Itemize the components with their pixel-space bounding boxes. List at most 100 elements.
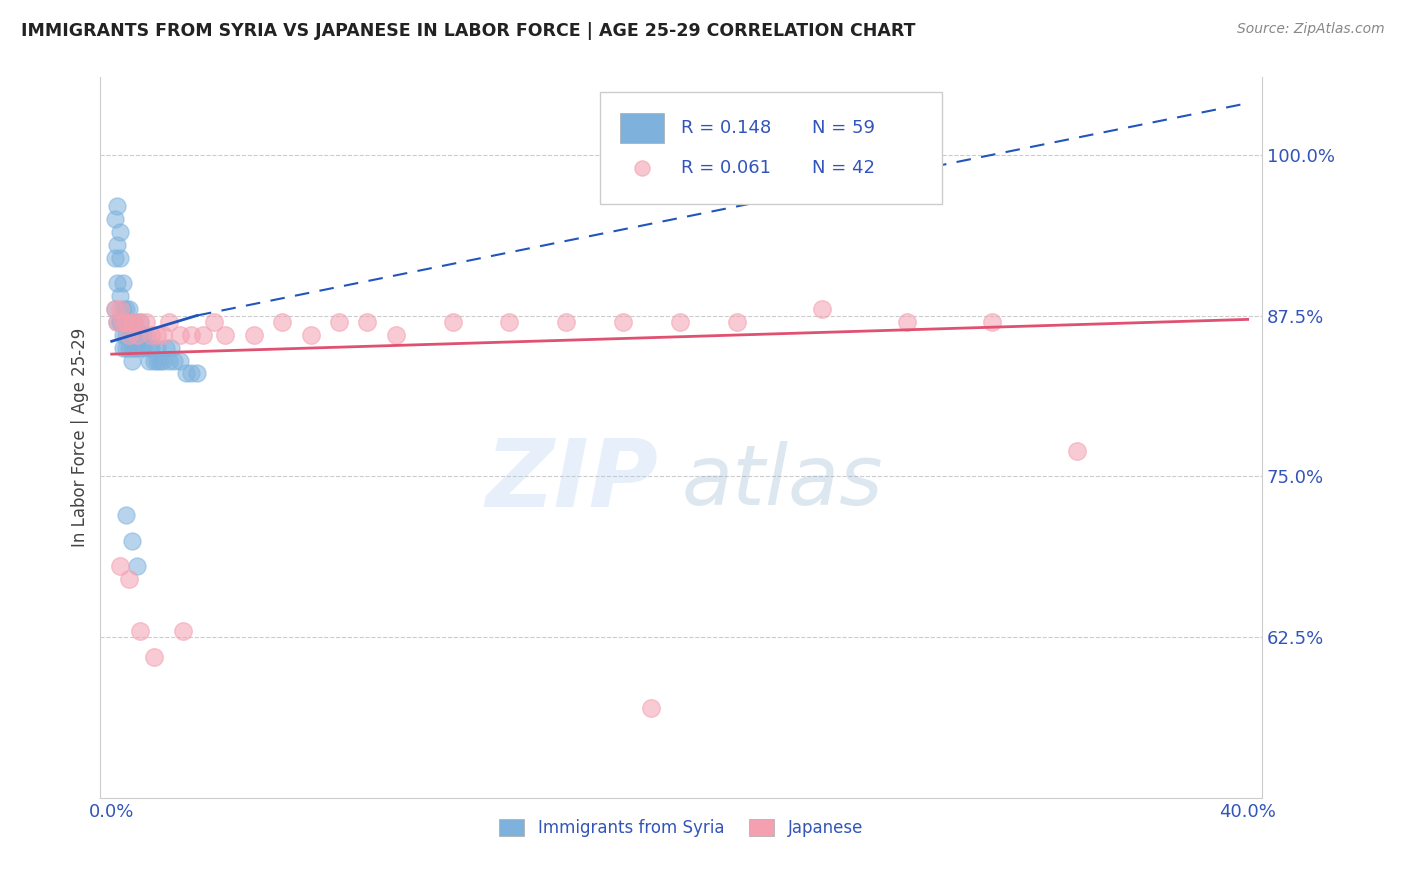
- Point: [725, 315, 748, 329]
- Point: [242, 327, 264, 342]
- Point: [115, 302, 138, 317]
- Point: [110, 251, 132, 265]
- Point: [174, 367, 197, 381]
- Point: [118, 327, 141, 342]
- Text: R = 0.061: R = 0.061: [681, 159, 770, 177]
- Point: [180, 327, 202, 342]
- Point: [157, 315, 180, 329]
- Point: [121, 533, 143, 548]
- Point: [441, 315, 464, 329]
- Point: [110, 315, 132, 329]
- Point: [299, 327, 322, 342]
- Point: [152, 327, 174, 342]
- Point: [127, 327, 149, 342]
- Point: [124, 315, 146, 329]
- Point: [135, 315, 157, 329]
- Point: [328, 315, 350, 329]
- Point: [103, 302, 125, 317]
- Point: [155, 341, 177, 355]
- Point: [132, 327, 155, 342]
- Point: [1066, 443, 1088, 458]
- Point: [110, 225, 132, 239]
- Point: [810, 302, 832, 317]
- Point: [118, 573, 141, 587]
- Point: [163, 353, 186, 368]
- Point: [103, 302, 125, 317]
- Point: [112, 315, 135, 329]
- Point: [146, 353, 169, 368]
- Point: [129, 624, 152, 638]
- Point: [118, 315, 141, 329]
- Point: [112, 315, 135, 329]
- Point: [105, 315, 128, 329]
- Text: N = 42: N = 42: [813, 159, 876, 177]
- Point: [981, 315, 1004, 329]
- Point: [640, 701, 662, 715]
- Point: [129, 327, 152, 342]
- Y-axis label: In Labor Force | Age 25-29: In Labor Force | Age 25-29: [72, 328, 89, 548]
- Point: [112, 341, 135, 355]
- Point: [356, 315, 378, 329]
- Point: [115, 341, 138, 355]
- Point: [112, 277, 135, 291]
- Point: [160, 341, 183, 355]
- Point: [612, 315, 634, 329]
- Text: Source: ZipAtlas.com: Source: ZipAtlas.com: [1237, 22, 1385, 37]
- Point: [129, 341, 152, 355]
- Point: [115, 327, 138, 342]
- Point: [202, 315, 225, 329]
- Point: [149, 353, 172, 368]
- Point: [214, 327, 236, 342]
- Text: ZIP: ZIP: [485, 435, 658, 527]
- Point: [110, 559, 132, 574]
- Point: [110, 289, 132, 303]
- Point: [115, 315, 138, 329]
- Point: [121, 327, 143, 342]
- Point: [143, 353, 166, 368]
- Point: [498, 315, 520, 329]
- Point: [896, 315, 918, 329]
- Point: [157, 353, 180, 368]
- Point: [121, 341, 143, 355]
- Text: atlas: atlas: [681, 441, 883, 522]
- Point: [129, 315, 152, 329]
- Point: [127, 341, 149, 355]
- Text: R = 0.148: R = 0.148: [681, 119, 772, 136]
- Point: [105, 315, 128, 329]
- Point: [138, 341, 160, 355]
- Point: [105, 277, 128, 291]
- Point: [152, 353, 174, 368]
- Point: [191, 327, 214, 342]
- Point: [112, 302, 135, 317]
- Point: [169, 327, 191, 342]
- Point: [384, 327, 406, 342]
- Point: [118, 341, 141, 355]
- Point: [103, 251, 125, 265]
- Point: [115, 315, 138, 329]
- Point: [668, 315, 690, 329]
- Point: [105, 237, 128, 252]
- Point: [124, 315, 146, 329]
- Point: [121, 353, 143, 368]
- Point: [129, 315, 152, 329]
- Point: [110, 315, 132, 329]
- Point: [186, 367, 208, 381]
- Point: [127, 559, 149, 574]
- Point: [115, 508, 138, 522]
- FancyBboxPatch shape: [600, 92, 942, 203]
- Point: [141, 327, 163, 342]
- Point: [124, 341, 146, 355]
- Point: [132, 341, 155, 355]
- Point: [112, 327, 135, 342]
- Legend: Immigrants from Syria, Japanese: Immigrants from Syria, Japanese: [492, 813, 869, 844]
- Point: [141, 341, 163, 355]
- Point: [169, 353, 191, 368]
- Point: [124, 327, 146, 342]
- Point: [143, 649, 166, 664]
- Text: IMMIGRANTS FROM SYRIA VS JAPANESE IN LABOR FORCE | AGE 25-29 CORRELATION CHART: IMMIGRANTS FROM SYRIA VS JAPANESE IN LAB…: [21, 22, 915, 40]
- Text: N = 59: N = 59: [813, 119, 876, 136]
- Point: [110, 302, 132, 317]
- Point: [555, 315, 578, 329]
- Point: [127, 327, 149, 342]
- Point: [146, 341, 169, 355]
